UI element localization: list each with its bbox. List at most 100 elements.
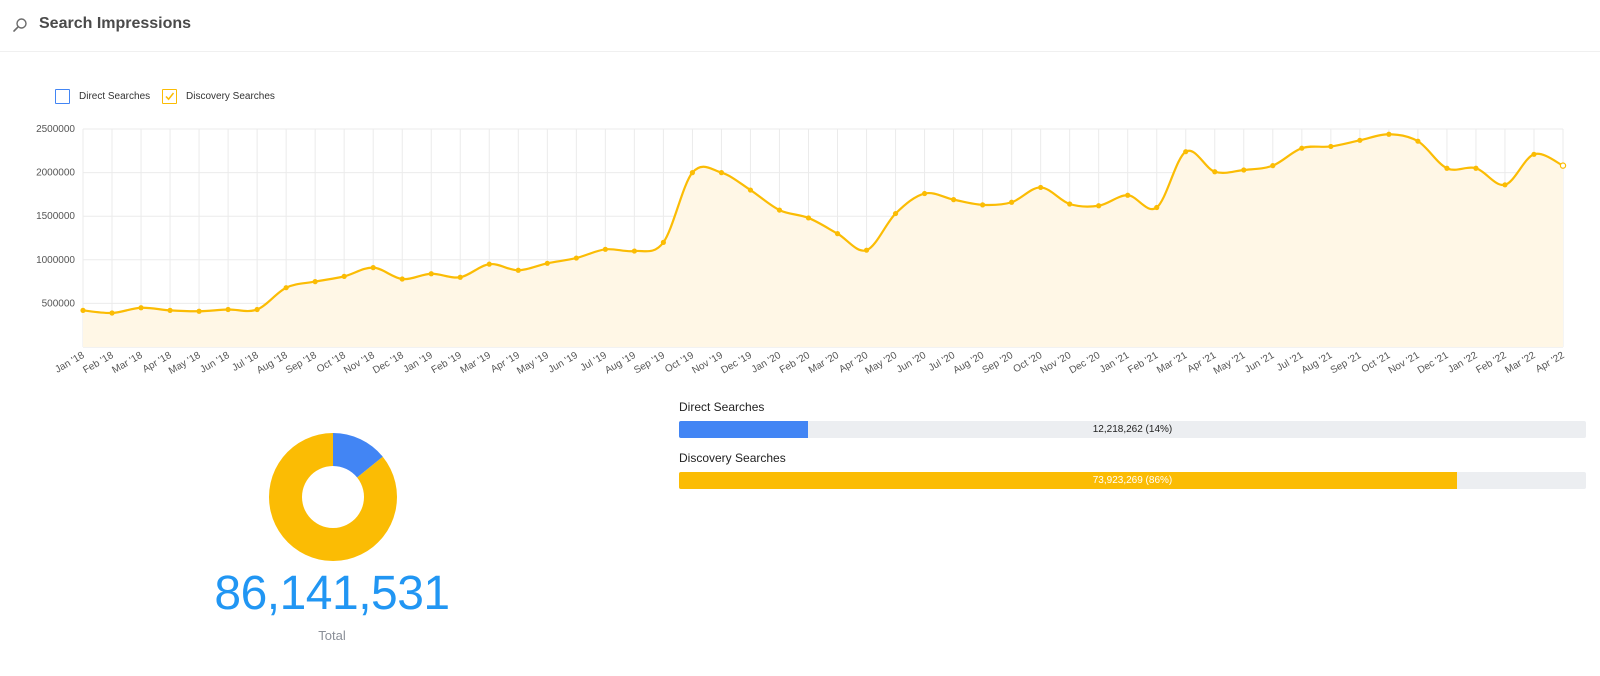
data-point — [1125, 192, 1131, 198]
data-point — [428, 271, 434, 277]
data-point — [718, 170, 725, 176]
x-tick-label: Aug '21 — [1300, 350, 1335, 377]
bar-label-direct: Direct Searches — [679, 400, 765, 414]
data-point — [1241, 167, 1247, 173]
y-tick-label: 2000000 — [36, 168, 75, 179]
x-tick-label: Jan '21 — [1098, 350, 1132, 376]
data-point — [892, 210, 899, 217]
data-point — [1473, 165, 1479, 171]
data-point — [1444, 165, 1450, 171]
data-point — [544, 260, 550, 266]
x-tick-label: Oct '21 — [1360, 350, 1393, 375]
data-point — [138, 305, 144, 311]
x-tick-label: Nov '19 — [690, 350, 725, 377]
data-point — [834, 231, 841, 237]
x-tick-label: Mar '22 — [1503, 350, 1537, 376]
series-line-discovery — [82, 133, 1564, 315]
x-tick-label: Mar '21 — [1155, 350, 1189, 376]
x-tick-label: Dec '21 — [1416, 350, 1451, 377]
x-tick-label: Aug '18 — [255, 350, 290, 377]
x-tick-label: Apr '22 — [1534, 350, 1567, 375]
data-point — [196, 308, 202, 314]
header: Search Impressions — [0, 0, 1600, 52]
data-point — [225, 306, 231, 313]
data-point — [457, 274, 463, 280]
data-point — [602, 246, 608, 252]
x-tick-label: Jun '19 — [547, 350, 581, 376]
series-area-discovery — [83, 134, 1563, 347]
x-tick-label: Feb '22 — [1474, 350, 1508, 376]
data-point — [1502, 182, 1508, 188]
data-point — [1038, 184, 1044, 191]
x-tick-label: Jan '18 — [53, 350, 87, 376]
data-point — [689, 170, 696, 176]
data-point — [80, 307, 86, 313]
data-point — [254, 306, 260, 313]
x-tick-label: Dec '19 — [719, 350, 754, 377]
x-tick-label: Nov '18 — [342, 350, 377, 377]
x-tick-label: Sep '20 — [981, 350, 1016, 377]
donut-slice-discovery — [269, 433, 397, 561]
data-point — [515, 267, 521, 273]
data-point — [1183, 149, 1189, 155]
x-tick-label: Jan '19 — [402, 350, 436, 376]
data-point — [950, 197, 957, 203]
x-tick-label: Mar '18 — [110, 350, 144, 376]
x-tick-label: Mar '20 — [807, 350, 841, 376]
bar-label-discovery: Discovery Searches — [679, 451, 786, 465]
data-point — [1154, 204, 1160, 211]
x-tick-label: Sep '18 — [284, 350, 319, 377]
data-point — [1531, 151, 1537, 157]
x-tick-label: Jun '18 — [198, 350, 232, 376]
y-tick-label: 500000 — [42, 298, 76, 309]
donut-slice-direct — [333, 433, 383, 478]
data-point — [1067, 201, 1073, 207]
x-tick-label: Feb '21 — [1126, 350, 1160, 376]
x-tick-label: Jun '20 — [895, 350, 929, 376]
data-point — [1386, 131, 1392, 137]
data-point — [660, 239, 666, 245]
y-tick-label: 2500000 — [36, 124, 75, 135]
x-tick-label: May '20 — [863, 350, 899, 377]
x-tick-label: Jun '21 — [1243, 350, 1277, 376]
progress-bar-discovery: 73,923,269 (86%) — [679, 472, 1586, 489]
x-tick-label: May '19 — [515, 350, 551, 377]
x-tick-label: Dec '20 — [1068, 350, 1103, 377]
progress-text-direct: 12,218,262 (14%) — [1092, 424, 1173, 435]
progress-text-discovery: 73,923,269 (86%) — [1092, 475, 1173, 486]
check-icon — [165, 92, 175, 101]
search-icon — [13, 18, 27, 32]
data-point — [341, 273, 347, 279]
data-point — [1212, 169, 1218, 175]
data-point — [167, 307, 173, 313]
data-point — [980, 202, 986, 208]
data-point — [312, 279, 318, 285]
progress-fill-direct — [679, 421, 808, 438]
x-tick-label: May '18 — [167, 350, 203, 377]
x-tick-label: Nov '20 — [1039, 350, 1074, 377]
checkbox-direct[interactable] — [55, 89, 70, 104]
data-point — [747, 187, 754, 193]
x-tick-label: Dec '18 — [371, 350, 406, 377]
x-tick-label: Jan '22 — [1446, 350, 1480, 376]
data-point — [1415, 138, 1421, 144]
legend-label-discovery: Discovery Searches — [186, 91, 275, 102]
data-point — [1270, 163, 1276, 169]
data-point — [1357, 137, 1363, 143]
data-point — [1009, 199, 1015, 205]
data-point — [1299, 145, 1305, 151]
y-tick-label: 1500000 — [36, 211, 75, 222]
x-tick-label: Aug '19 — [603, 350, 638, 377]
x-tick-label: May '21 — [1212, 350, 1248, 377]
x-tick-label: Oct '18 — [315, 350, 348, 375]
data-point — [1096, 203, 1102, 209]
x-tick-label: Aug '20 — [952, 350, 987, 377]
data-point — [486, 261, 492, 267]
total-value: 86,141,531 — [214, 567, 450, 620]
x-tick-label: Sep '19 — [632, 350, 667, 377]
data-point — [1328, 143, 1334, 150]
x-tick-label: Oct '19 — [663, 350, 696, 375]
y-tick-label: 1000000 — [36, 255, 75, 266]
total-label: Total — [318, 628, 346, 643]
checkbox-discovery[interactable] — [162, 89, 177, 104]
